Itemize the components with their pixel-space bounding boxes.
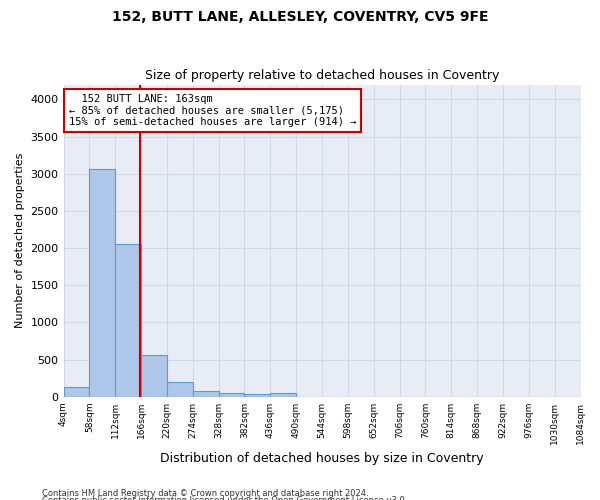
Bar (141, 355, 167, 397)
Text: 152, BUTT LANE, ALLESLEY, COVENTRY, CV5 9FE: 152, BUTT LANE, ALLESLEY, COVENTRY, CV5 … (112, 10, 488, 24)
Bar (271, 394, 296, 396)
Title: Size of property relative to detached houses in Coventry: Size of property relative to detached ho… (145, 69, 499, 82)
Bar (89, 170, 115, 396)
Bar (167, 382, 193, 396)
Bar (64, 387, 89, 396)
Text: Contains public sector information licensed under the Open Government Licence v3: Contains public sector information licen… (42, 496, 407, 500)
Bar (115, 244, 141, 396)
Bar (193, 390, 218, 396)
Text: 152 BUTT LANE: 163sqm  
← 85% of detached houses are smaller (5,175)
15% of semi: 152 BUTT LANE: 163sqm ← 85% of detached … (69, 94, 356, 127)
Y-axis label: Number of detached properties: Number of detached properties (15, 153, 25, 328)
Text: Contains HM Land Registry data © Crown copyright and database right 2024.: Contains HM Land Registry data © Crown c… (42, 488, 368, 498)
Bar (218, 392, 244, 396)
Bar (244, 394, 271, 396)
X-axis label: Distribution of detached houses by size in Coventry: Distribution of detached houses by size … (160, 452, 484, 465)
